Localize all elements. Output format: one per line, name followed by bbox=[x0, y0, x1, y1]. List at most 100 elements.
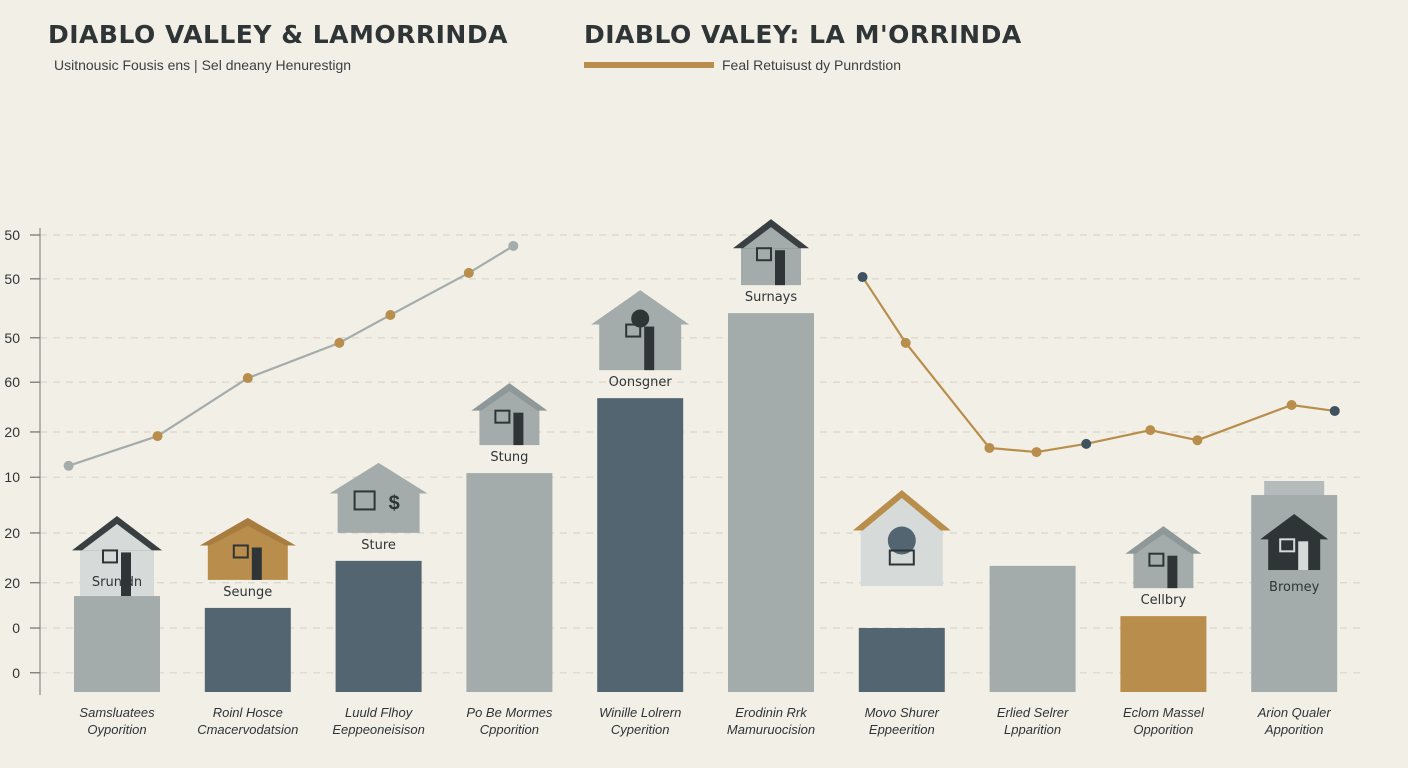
dollar-icon: $ bbox=[389, 492, 400, 514]
house-roof-inner bbox=[743, 227, 799, 249]
bar-group: Cellbry Eclom Massel Opporition bbox=[1120, 526, 1207, 737]
bar bbox=[728, 313, 814, 692]
x-tick-label: Opporition bbox=[1133, 722, 1193, 737]
y-tick-label: 0 bbox=[12, 665, 20, 681]
series-point bbox=[857, 272, 868, 283]
bar bbox=[858, 628, 945, 692]
legend-swatch bbox=[584, 62, 714, 68]
house-roof-inner bbox=[862, 498, 941, 531]
bar-group: $ Sture Luuld Flhoy Eeppeoneisison bbox=[329, 462, 428, 737]
bar-house-label: Cellbry bbox=[1141, 593, 1187, 608]
house-roof-inner bbox=[1135, 534, 1192, 554]
x-tick-label: Arion Qualer bbox=[1257, 705, 1332, 720]
x-tick-label: Cmacervodatsion bbox=[197, 722, 298, 737]
series-line-trend-right bbox=[861, 276, 1335, 454]
bar-house-label: Stung bbox=[490, 450, 528, 465]
house-roof-inner bbox=[209, 525, 286, 546]
x-tick-label: Samsluatees bbox=[79, 705, 155, 720]
bar bbox=[1120, 616, 1207, 692]
door-icon bbox=[513, 412, 524, 446]
bar-house-label: Seunge bbox=[223, 585, 272, 600]
window-icon bbox=[888, 549, 915, 566]
bar-group: Bromey Arion Qualer Apporition bbox=[1251, 481, 1338, 737]
window-icon bbox=[756, 247, 772, 262]
house-roof bbox=[591, 290, 690, 325]
x-tick-label: Roinl Hosce bbox=[213, 705, 283, 720]
door-icon bbox=[1298, 541, 1309, 571]
door-icon bbox=[775, 250, 785, 286]
round-window-icon bbox=[631, 309, 650, 328]
x-tick-label: Oyporition bbox=[87, 722, 146, 737]
chart-subtitle: Usitnousic Fousis ens | Sel dneany Henur… bbox=[54, 57, 352, 73]
house-roof bbox=[329, 462, 428, 494]
door-icon bbox=[121, 552, 131, 597]
series-point bbox=[152, 431, 163, 442]
house-body bbox=[337, 489, 420, 533]
x-tick-label: Luuld Flhoy bbox=[345, 705, 414, 720]
series-point bbox=[1192, 435, 1203, 446]
x-tick-label: Po Be Mormes bbox=[466, 705, 552, 720]
x-tick-label: Movo Shurer bbox=[865, 705, 940, 720]
series-point bbox=[463, 267, 474, 278]
y-tick-label: 20 bbox=[4, 424, 20, 440]
window-icon bbox=[102, 549, 118, 564]
bar-house-label: Oonsgner bbox=[609, 375, 673, 390]
house-roof-inner bbox=[481, 391, 538, 411]
door-icon bbox=[644, 326, 655, 371]
chart-title-left: DIABLO VALLEY & LAMORRINDA bbox=[48, 20, 508, 49]
door-icon bbox=[251, 547, 262, 580]
bar-group: Seunge Roinl Hosce Cmacervodatsion bbox=[197, 517, 298, 737]
x-tick-label: Winille Lolrern bbox=[599, 705, 681, 720]
x-tick-label: Erlied Selrer bbox=[997, 705, 1069, 720]
window-icon bbox=[353, 490, 376, 511]
window-icon bbox=[1148, 552, 1165, 567]
x-tick-label: Mamuruocision bbox=[727, 722, 815, 737]
bar-group: Srunidn Samsluatees Oyporition bbox=[72, 516, 162, 737]
door-icon bbox=[1167, 555, 1178, 589]
window-icon bbox=[232, 544, 249, 559]
series-point bbox=[984, 442, 995, 453]
bar-group: Surnays Erodinin Rrk Mamuruocision bbox=[727, 219, 815, 737]
bar-house-label: Surnays bbox=[745, 290, 798, 305]
bar bbox=[204, 607, 291, 692]
bar-group: Oonsgner Winille Lolrern Cyperition bbox=[591, 290, 690, 737]
series-point bbox=[334, 337, 345, 348]
house-roof-inner bbox=[82, 524, 152, 551]
bar-group: Stung Po Be Mormes Cpporition bbox=[466, 383, 553, 737]
bar-group: Movo Shurer Eppeerition bbox=[852, 490, 951, 737]
y-tick-label: 50 bbox=[4, 271, 20, 287]
y-tick-label: 10 bbox=[4, 469, 20, 485]
y-tick-label: 60 bbox=[4, 374, 20, 390]
y-tick-label: 20 bbox=[4, 575, 20, 591]
window-icon bbox=[494, 409, 511, 424]
y-tick-label: 20 bbox=[4, 525, 20, 541]
legend-label: Feal Retuisust dy Punrdstion bbox=[722, 57, 901, 73]
series-point bbox=[1286, 400, 1297, 411]
series-point bbox=[1081, 438, 1092, 449]
x-tick-label: Eclom Massel bbox=[1123, 705, 1205, 720]
series-point bbox=[900, 337, 911, 348]
window-icon bbox=[1279, 538, 1296, 553]
tree-icon bbox=[887, 526, 916, 555]
series-point bbox=[63, 460, 74, 471]
chart-title-right: DIABLO VALEY: LA M'ORRINDA bbox=[584, 20, 1022, 49]
x-tick-label: Cpporition bbox=[480, 722, 539, 737]
x-tick-label: Lpparition bbox=[1004, 722, 1061, 737]
y-tick-label: 50 bbox=[4, 227, 20, 243]
series-point bbox=[1145, 425, 1156, 436]
bar bbox=[74, 596, 160, 692]
house-roof bbox=[1260, 514, 1329, 540]
bar bbox=[989, 565, 1076, 692]
x-tick-label: Eppeerition bbox=[869, 722, 935, 737]
bar-house-label: Sture bbox=[361, 538, 396, 553]
series-point bbox=[242, 373, 253, 384]
x-tick-label: Cyperition bbox=[611, 722, 670, 737]
series-point bbox=[1329, 405, 1340, 416]
x-tick-label: Eeppeoneisison bbox=[332, 722, 425, 737]
window-icon bbox=[625, 323, 642, 338]
bar bbox=[597, 398, 684, 692]
y-tick-label: 0 bbox=[12, 620, 20, 636]
x-tick-label: Apporition bbox=[1264, 722, 1324, 737]
bar-group: Erlied Selrer Lpparition bbox=[989, 565, 1076, 737]
